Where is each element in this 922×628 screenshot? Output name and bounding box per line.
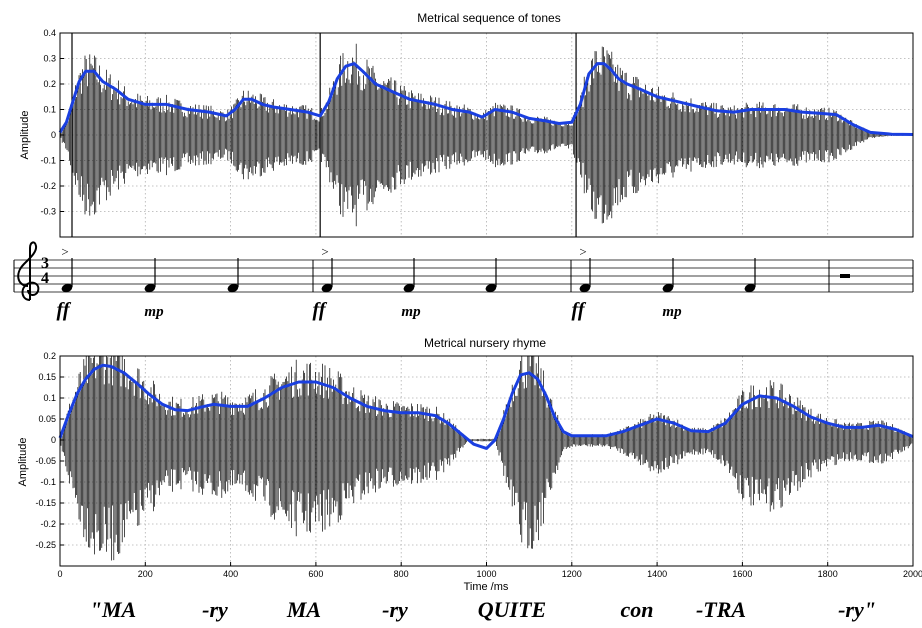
plot-frame <box>59 32 914 238</box>
lyric-syllable: "MA <box>90 597 136 622</box>
y-tick-label: -0.05 <box>35 456 56 466</box>
note-head <box>662 283 674 293</box>
lyric-syllable: -ry <box>202 597 228 622</box>
note-head <box>485 283 497 293</box>
y-tick-label: 0.1 <box>43 105 56 115</box>
x-tick-label: 800 <box>394 569 409 579</box>
notes <box>61 258 756 293</box>
waveform <box>60 356 913 561</box>
lyric-syllable: -ry <box>382 597 408 622</box>
x-tick-label: 0 <box>57 569 62 579</box>
lyric-syllable: MA <box>286 597 321 622</box>
lyric-syllable: QUITE <box>478 597 546 622</box>
y-tick-label: -0.2 <box>40 519 56 529</box>
x-tick-label: 1200 <box>562 569 582 579</box>
x-tick-label: 1800 <box>818 569 838 579</box>
note-head <box>579 283 591 293</box>
lyric-syllable: con <box>621 597 654 622</box>
x-axis-label: Time /ms <box>464 581 509 593</box>
y-tick-label: 0 <box>51 130 56 140</box>
envelope-series <box>58 363 914 450</box>
x-axis: 0 200 400 600 800 1000 1200 1400 1600 1800 2000 <box>57 562 922 579</box>
y-tick-label: -0.1 <box>40 477 56 487</box>
music-score: 3 4 > > > ff mp ff mp ff mp <box>13 241 914 321</box>
y-tick-label: 0.4 <box>43 28 56 38</box>
time-signature-bottom: 4 <box>41 270 49 287</box>
dynamics: ff mp ff mp ff mp <box>57 299 683 321</box>
accents: > > > <box>61 244 586 259</box>
y-axis: -0.3 -0.2 -0.1 0 0.1 0.2 0.3 0.4 <box>40 28 64 217</box>
envelope-series <box>58 62 914 136</box>
note-head <box>227 283 239 293</box>
y-tick-label: 0 <box>51 435 56 445</box>
y-tick-label: 0.3 <box>43 54 56 64</box>
y-tick-label: 0.2 <box>43 79 56 89</box>
y-axis-label: Amplitude <box>17 438 29 487</box>
y-tick-label: -0.25 <box>35 540 56 550</box>
accent-mark: > <box>61 244 68 259</box>
note-head <box>321 283 333 293</box>
x-tick-label: 1600 <box>732 569 752 579</box>
envelope-line <box>58 363 914 450</box>
accent-mark: > <box>579 244 586 259</box>
dynamic-mp: mp <box>401 304 421 320</box>
chart-metrical-tones: Metrical sequence of tones Amplitude -0.… <box>19 11 914 238</box>
waveform <box>60 33 913 237</box>
y-tick-label: 0.2 <box>43 351 56 361</box>
plot-frame <box>59 355 914 567</box>
y-tick-label: 0.1 <box>43 393 56 403</box>
chart-title: Metrical nursery rhyme <box>424 336 546 350</box>
y-tick-label: -0.2 <box>40 181 56 191</box>
dynamic-mp: mp <box>662 304 682 320</box>
lyric-syllable: -ry" <box>838 597 876 622</box>
rest-icon <box>840 274 850 278</box>
time-signature-top: 3 <box>41 255 49 272</box>
x-tick-label: 200 <box>138 569 153 579</box>
x-tick-label: 1000 <box>476 569 496 579</box>
dynamic-ff: ff <box>313 299 328 321</box>
x-tick-label: 600 <box>308 569 323 579</box>
staff-lines <box>14 259 913 293</box>
barlines <box>13 260 914 292</box>
note-head <box>61 283 73 293</box>
note-head <box>403 283 415 293</box>
dynamic-mp: mp <box>144 304 164 320</box>
chart-title: Metrical sequence of tones <box>417 11 560 25</box>
chart-nursery-rhyme: Metrical nursery rhyme Amplitude -0.25-0… <box>17 336 922 593</box>
treble-clef-icon <box>17 241 40 301</box>
waveform-trace <box>60 356 913 561</box>
y-axis-label: Amplitude <box>19 111 31 160</box>
envelope-line <box>58 62 914 136</box>
y-axis: -0.25 -0.2 -0.15 -0.1 -0.05 0 0.05 0.1 0.15 0.2 <box>35 351 64 550</box>
dynamic-ff: ff <box>572 299 587 321</box>
y-tick-label: -0.15 <box>35 498 56 508</box>
y-tick-label: -0.1 <box>40 156 56 166</box>
x-tick-label: 2000 <box>903 569 922 579</box>
x-tick-label: 400 <box>223 569 238 579</box>
lyrics: "MA -ry MA -ry QUITE con -TRA -ry" <box>90 597 876 622</box>
y-tick-label: -0.3 <box>40 207 56 217</box>
accent-mark: > <box>321 244 328 259</box>
lyric-syllable: -TRA <box>696 597 746 622</box>
note-head <box>744 283 756 293</box>
x-tick-label: 1400 <box>647 569 667 579</box>
note-head <box>144 283 156 293</box>
dynamic-ff: ff <box>57 299 72 321</box>
y-tick-label: 0.05 <box>38 414 56 424</box>
y-tick-label: 0.15 <box>38 372 56 382</box>
